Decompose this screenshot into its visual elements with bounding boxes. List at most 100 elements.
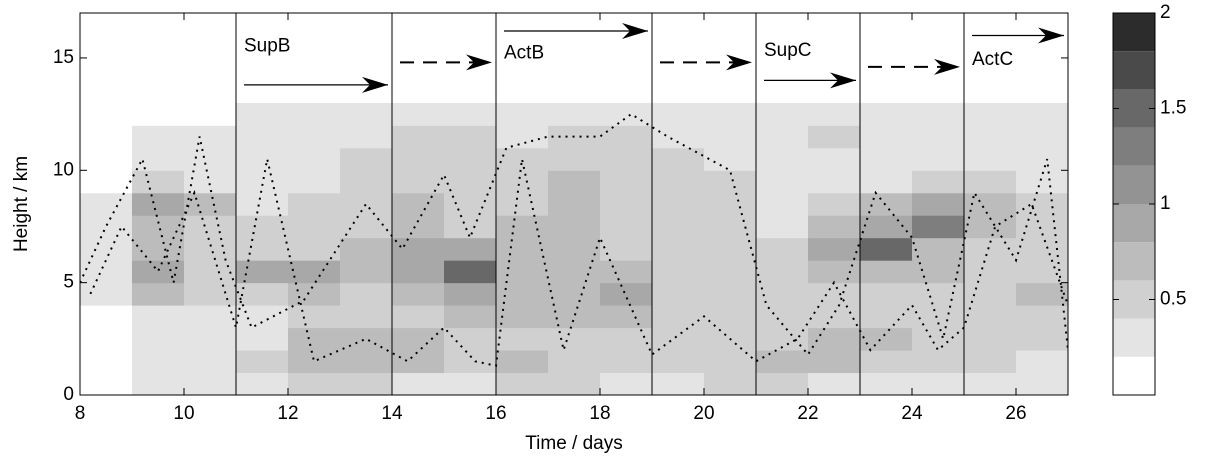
x-tick-label: 10 <box>173 403 194 424</box>
contour-cell <box>600 305 653 329</box>
contour-cell <box>236 372 289 395</box>
contour-cell <box>704 102 757 126</box>
contour-cell <box>912 125 965 149</box>
contour-cell <box>392 125 445 149</box>
contour-cell <box>184 327 237 351</box>
contour-cell <box>184 350 237 374</box>
contour-cell <box>912 327 965 351</box>
contour-cell <box>184 282 237 306</box>
contour-cell <box>912 237 965 261</box>
contour-cell <box>1016 125 1068 149</box>
contour-cell <box>288 305 341 329</box>
contour-cell <box>444 237 497 261</box>
contour-cell <box>184 192 237 216</box>
x-tick-label: 18 <box>589 403 610 424</box>
contour-cell <box>132 350 185 374</box>
contour-cell <box>444 192 497 216</box>
contour-cell <box>912 350 965 374</box>
contour-cell <box>808 147 861 171</box>
contour-cell <box>1016 147 1068 171</box>
contour-cell <box>392 282 445 306</box>
contour-cell <box>496 350 549 374</box>
contour-cell <box>704 125 757 149</box>
contour-cell <box>652 282 705 306</box>
colorbar-band <box>1113 165 1155 204</box>
contour-cell <box>912 170 965 194</box>
contour-cell <box>860 372 913 395</box>
x-tick-label: 24 <box>901 403 923 424</box>
contour-cell <box>756 170 809 194</box>
contour-cell <box>964 192 1017 216</box>
colorbar-tick-label: 1.5 <box>1160 98 1186 119</box>
x-axis-label: Time / days <box>525 433 623 454</box>
contour-cell <box>548 350 601 374</box>
contour-cell <box>860 305 913 329</box>
contour-cell <box>600 350 653 374</box>
contour-cell <box>496 147 549 171</box>
x-tick-label: 26 <box>1005 403 1026 424</box>
contour-cell <box>548 305 601 329</box>
contour-cell <box>600 125 653 149</box>
contour-cell <box>652 215 705 239</box>
contour-cell <box>808 350 861 374</box>
contour-cell <box>340 215 393 239</box>
x-tick-label: 12 <box>277 403 298 424</box>
contour-cell <box>912 192 965 216</box>
contour-cell <box>184 305 237 329</box>
contour-cell <box>184 260 237 284</box>
contour-cell <box>652 192 705 216</box>
contour-cell <box>392 215 445 239</box>
contour-cell <box>548 102 601 126</box>
contour-cell <box>548 147 601 171</box>
contour-cell <box>652 102 705 126</box>
contour-cell <box>548 215 601 239</box>
contour-cell <box>548 282 601 306</box>
contour-cell <box>392 170 445 194</box>
contour-cell <box>808 102 861 126</box>
contour-cell <box>600 215 653 239</box>
y-axis-label: Height / km <box>11 156 32 252</box>
contour-cell <box>600 282 653 306</box>
contour-cell <box>340 125 393 149</box>
contour-cell <box>444 125 497 149</box>
x-tick-label: 14 <box>381 403 403 424</box>
contour-cell <box>236 305 289 329</box>
x-tick-label: 16 <box>485 403 506 424</box>
contour-cell <box>808 327 861 351</box>
contour-cell <box>548 372 601 395</box>
contour-cell <box>756 237 809 261</box>
y-tick-label: 10 <box>53 159 74 180</box>
contour-cell <box>444 147 497 171</box>
phase-label: ActB <box>504 42 544 63</box>
phase-label: ActC <box>972 49 1013 70</box>
contour-cell <box>1016 282 1068 306</box>
contour-cell <box>444 102 497 126</box>
contour-cell <box>392 192 445 216</box>
contour-cell <box>444 215 497 239</box>
contour-cell <box>808 282 861 306</box>
contour-cell <box>860 170 913 194</box>
contour-cell <box>756 260 809 284</box>
contour-cell <box>548 237 601 261</box>
contour-cell <box>756 305 809 329</box>
contour-cell <box>652 327 705 351</box>
contour-cell <box>756 147 809 171</box>
colorbar-band <box>1113 13 1155 52</box>
contour-cell <box>600 192 653 216</box>
contour-cell <box>288 372 341 395</box>
contour-cell <box>1016 192 1068 216</box>
contour-cell <box>288 192 341 216</box>
contour-cell <box>860 192 913 216</box>
contour-cell <box>496 305 549 329</box>
contour-cell <box>288 215 341 239</box>
contour-cell <box>704 147 757 171</box>
contour-cell <box>80 147 133 171</box>
contour-cell <box>340 305 393 329</box>
colorbar-band <box>1113 89 1155 128</box>
contour-cell <box>132 102 185 126</box>
contour-cell <box>236 192 289 216</box>
contour-cell <box>392 327 445 351</box>
contour-cell <box>548 170 601 194</box>
contour-cell <box>808 260 861 284</box>
colorbar-tick-label: 1 <box>1160 193 1171 214</box>
